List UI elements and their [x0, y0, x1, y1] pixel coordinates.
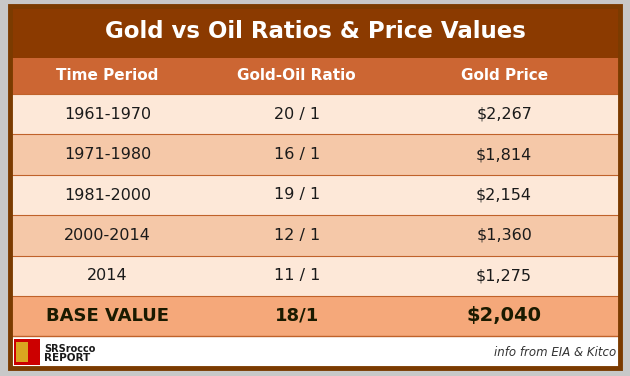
Text: SRSrocco: SRSrocco [44, 344, 95, 354]
Text: Gold vs Oil Ratios & Price Values: Gold vs Oil Ratios & Price Values [105, 21, 525, 44]
FancyBboxPatch shape [14, 339, 40, 365]
Text: 1961-1970: 1961-1970 [64, 107, 151, 122]
Text: 2000-2014: 2000-2014 [64, 228, 151, 243]
Text: $2,040: $2,040 [467, 306, 542, 326]
Text: 20 / 1: 20 / 1 [273, 107, 320, 122]
FancyBboxPatch shape [16, 342, 28, 362]
Text: $1,360: $1,360 [476, 228, 532, 243]
Text: info from EIA & Kitco: info from EIA & Kitco [494, 346, 616, 358]
FancyBboxPatch shape [10, 58, 620, 94]
FancyBboxPatch shape [10, 256, 620, 296]
Text: $2,154: $2,154 [476, 188, 532, 203]
Text: BASE VALUE: BASE VALUE [46, 307, 169, 325]
Text: 1981-2000: 1981-2000 [64, 188, 151, 203]
Text: $1,275: $1,275 [476, 268, 532, 283]
Text: Gold-Oil Ratio: Gold-Oil Ratio [238, 68, 356, 83]
Text: 1971-1980: 1971-1980 [64, 147, 151, 162]
Text: 18/1: 18/1 [275, 307, 319, 325]
Text: 11 / 1: 11 / 1 [273, 268, 320, 283]
Text: $2,267: $2,267 [476, 107, 532, 122]
Text: Time Period: Time Period [57, 68, 159, 83]
FancyBboxPatch shape [10, 6, 620, 368]
Text: 2014: 2014 [88, 268, 128, 283]
Text: $1,814: $1,814 [476, 147, 532, 162]
Text: 16 / 1: 16 / 1 [273, 147, 320, 162]
Text: 19 / 1: 19 / 1 [273, 188, 320, 203]
FancyBboxPatch shape [10, 6, 620, 58]
FancyBboxPatch shape [10, 94, 620, 134]
FancyBboxPatch shape [10, 134, 620, 175]
Text: Gold Price: Gold Price [461, 68, 547, 83]
FancyBboxPatch shape [10, 336, 620, 368]
Text: 12 / 1: 12 / 1 [273, 228, 320, 243]
Text: REPORT: REPORT [44, 353, 90, 363]
FancyBboxPatch shape [10, 296, 620, 336]
FancyBboxPatch shape [10, 215, 620, 256]
FancyBboxPatch shape [10, 175, 620, 215]
